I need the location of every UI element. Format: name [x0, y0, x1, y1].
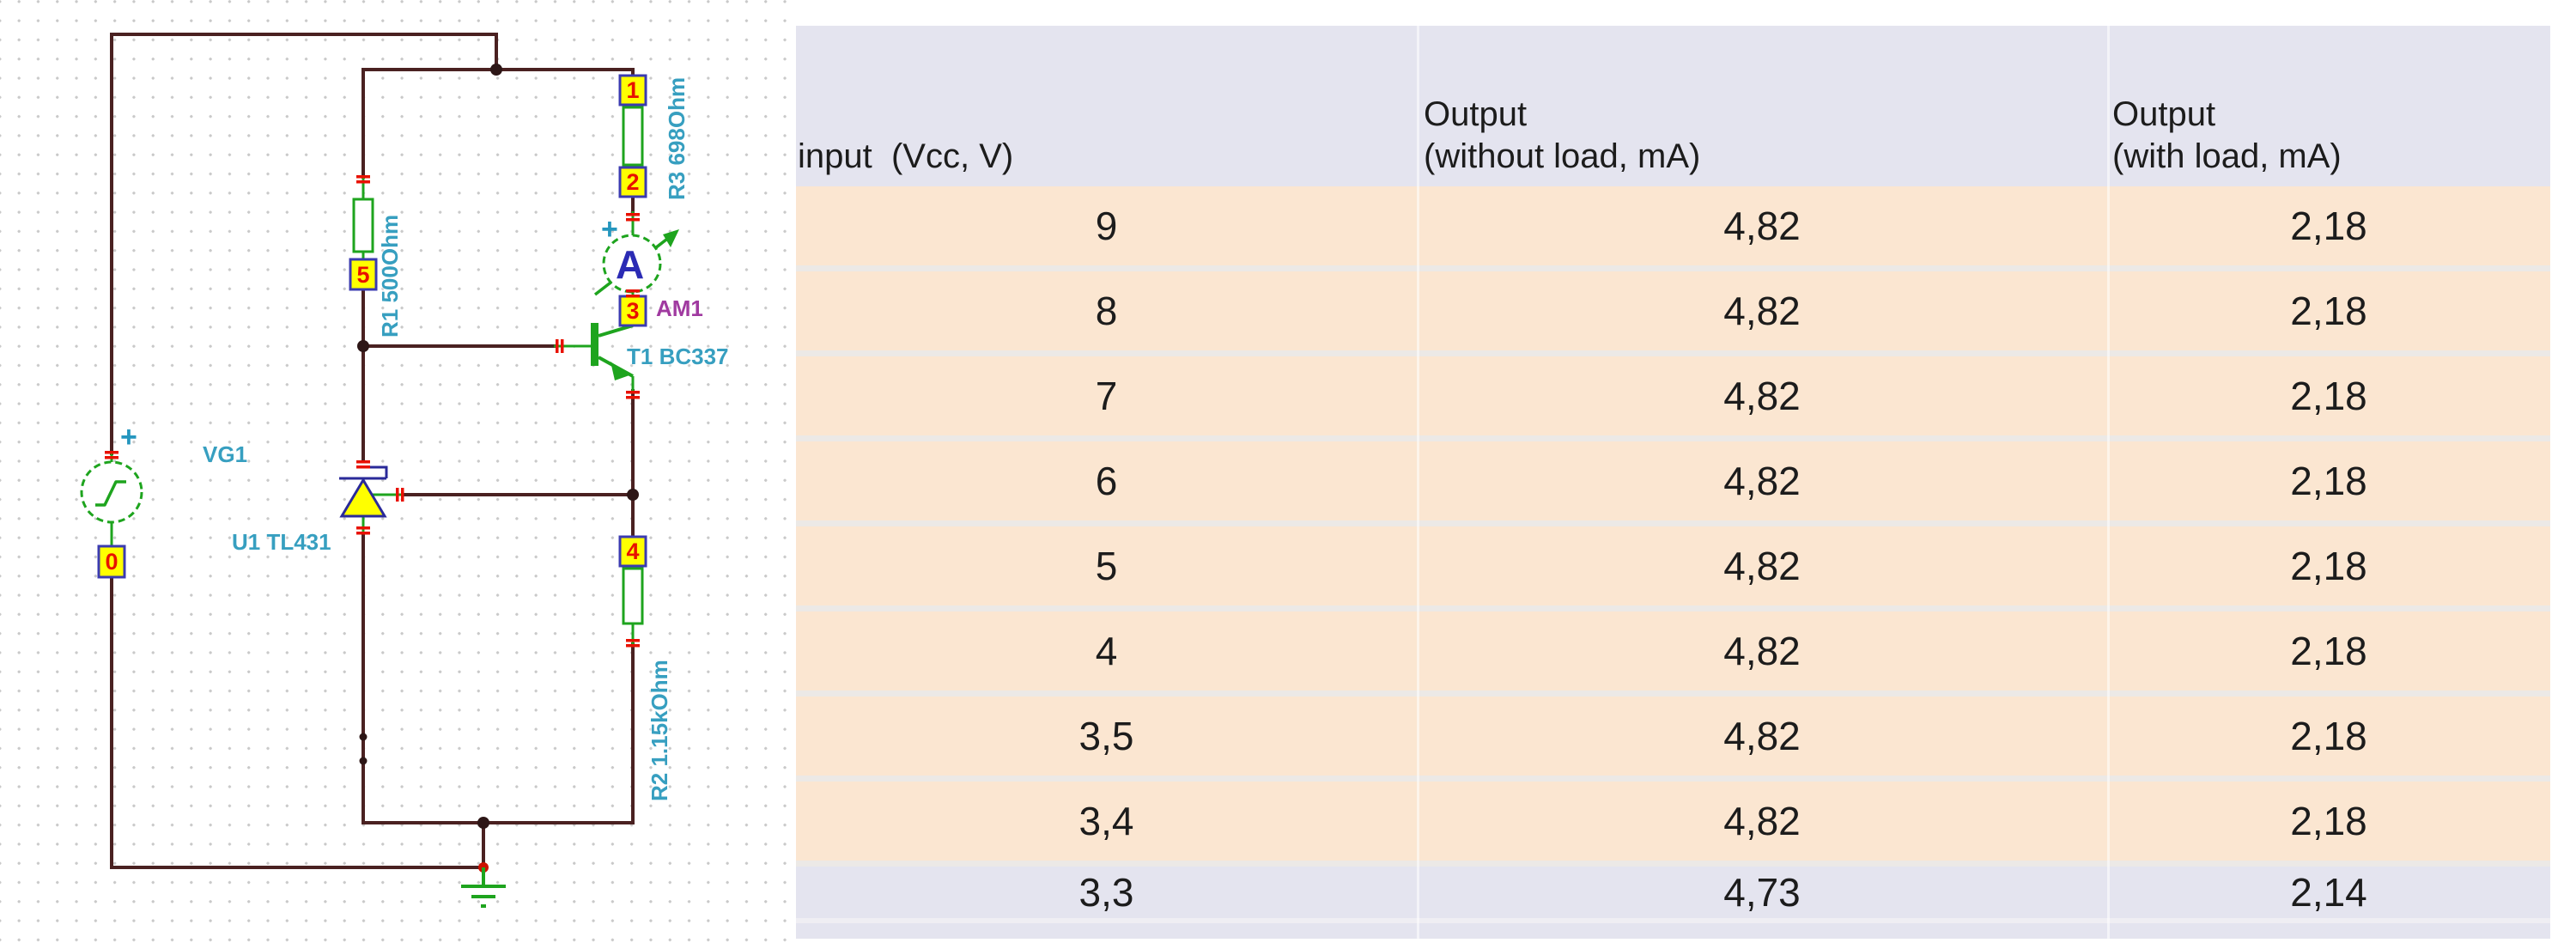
cell-output-no-load: 4,82 [1723, 289, 1801, 333]
t1-label[interactable]: T1 BC337 [627, 344, 729, 369]
cell-output-with-load: 2,18 [2290, 714, 2367, 758]
cell-output-no-load: 4,82 [1723, 714, 1801, 758]
cell-output-no-load: 4,82 [1723, 374, 1801, 418]
resistor-r3-body[interactable] [622, 106, 644, 167]
cell-output-with-load: 2,18 [2290, 204, 2367, 248]
ammeter-dial[interactable] [602, 234, 662, 294]
cell-output-no-load: 4,73 [1723, 870, 1801, 915]
results-table: input (Vcc, V) Output (without load, mA)… [796, 26, 2550, 944]
header-output-load-column: Output (with load, mA) [2107, 26, 2550, 186]
header-output-no-load-sub: (without load, mA) [1424, 137, 1701, 176]
table-row: 4 4,82 2,18 [796, 611, 2550, 697]
wires[interactable] [110, 33, 635, 869]
ammeter-plus-sign: + [601, 213, 618, 246]
cell-output-with-load: 2,18 [2290, 799, 2367, 843]
cell-output-with-load: 2,18 [2290, 289, 2367, 333]
cell-output-no-load: 4,82 [1723, 544, 1801, 588]
terminal-box-3 [618, 295, 647, 327]
terminal-box-4 [618, 535, 647, 568]
cell-input-voltage: 9 [1095, 204, 1118, 248]
resistor-r1-body[interactable] [352, 198, 374, 253]
header-output-no-load-column: Output (without load, mA) [1417, 26, 2107, 186]
circuit-canvas [80, 33, 679, 908]
cell-output-no-load: 4,82 [1723, 799, 1801, 843]
r2-label[interactable]: R2 1.15kOhm [647, 660, 672, 801]
source-plus-sign: + [120, 421, 137, 453]
cell-input-voltage: 3,4 [1078, 799, 1134, 843]
table-partial-row [796, 923, 2550, 939]
terminal-number-5: 5 [356, 262, 370, 288]
terminal-number-2: 2 [626, 169, 640, 195]
terminal-number-1: 1 [626, 77, 640, 103]
vg1-label[interactable]: VG1 [203, 441, 248, 467]
cell-input-voltage: 5 [1095, 544, 1118, 588]
header-input-label: input (Vcc, V) [798, 137, 1014, 176]
terminal-box-1 [618, 74, 647, 106]
cell-output-with-load: 2,14 [2290, 870, 2367, 915]
cell-output-with-load: 2,18 [2290, 374, 2367, 418]
voltage-generator-vg1[interactable] [80, 460, 143, 524]
cell-input-voltage: 6 [1095, 459, 1118, 503]
tl431-symbol[interactable] [339, 465, 388, 518]
cell-output-no-load: 4,82 [1723, 459, 1801, 503]
header-output-label: Output [1424, 95, 1528, 134]
terminal-boxes[interactable] [97, 74, 647, 579]
cell-output-with-load: 2,18 [2290, 459, 2367, 503]
table-row: 9 4,82 2,18 [796, 186, 2550, 271]
terminal-number-4: 4 [626, 538, 640, 564]
cell-input-voltage: 4 [1095, 629, 1118, 673]
step-waveform-glyph [95, 480, 126, 507]
am1-label[interactable]: AM1 [656, 295, 703, 321]
terminal-box-2 [618, 166, 647, 198]
cell-input-voltage: 3,3 [1078, 870, 1134, 915]
header-input-column: input (Vcc, V) [796, 26, 1417, 186]
table-row: 3,4 4,82 2,18 [796, 782, 2550, 867]
terminal-box-5 [349, 258, 378, 291]
table-row: 6 4,82 2,18 [796, 441, 2550, 526]
cell-input-voltage: 8 [1095, 289, 1118, 333]
table-header-row: input (Vcc, V) Output (without load, mA)… [796, 26, 2550, 186]
column-divider-2 [2107, 26, 2110, 944]
cell-output-no-load: 4,82 [1723, 204, 1801, 248]
column-divider-1 [1417, 26, 1419, 944]
r1-label[interactable]: R1 500Ohm [377, 214, 403, 338]
table-row: 3,3 4,73 2,14 [796, 867, 2550, 923]
pin-stubs [110, 105, 635, 646]
cell-output-no-load: 4,82 [1723, 629, 1801, 673]
r3-label[interactable]: R3 698Ohm [664, 76, 690, 200]
cell-input-voltage: 3,5 [1078, 714, 1134, 758]
cell-output-with-load: 2,18 [2290, 629, 2367, 673]
transistor-t1[interactable] [591, 323, 634, 380]
table-row: 7 4,82 2,18 [796, 356, 2550, 441]
header-output-label2: Output [2112, 95, 2216, 134]
table-row: 3,5 4,82 2,18 [796, 697, 2550, 782]
ground-icon[interactable] [461, 867, 506, 908]
pin-marks [105, 175, 640, 648]
table-row: 8 4,82 2,18 [796, 271, 2550, 356]
schematic-panel[interactable]: VG1 U1 TL431 R1 500Ohm R3 698Ohm R2 1.15… [0, 0, 796, 949]
u1-label[interactable]: U1 TL431 [232, 529, 331, 555]
table-row: 5 4,82 2,18 [796, 526, 2550, 611]
terminal-box-0 [97, 544, 126, 579]
junction-dots [357, 64, 639, 829]
table-rows: 9 4,82 2,18 8 4,82 2,18 7 4,82 2,18 6 4,… [796, 186, 2550, 923]
terminal-number-3: 3 [626, 298, 640, 324]
header-output-load-sub: (with load, mA) [2112, 137, 2342, 176]
resistor-r2-body[interactable] [622, 567, 644, 625]
ammeter-letter: A [616, 242, 645, 287]
terminal-number-0: 0 [105, 549, 118, 575]
cell-input-voltage: 7 [1095, 374, 1118, 418]
cell-output-with-load: 2,18 [2290, 544, 2367, 588]
